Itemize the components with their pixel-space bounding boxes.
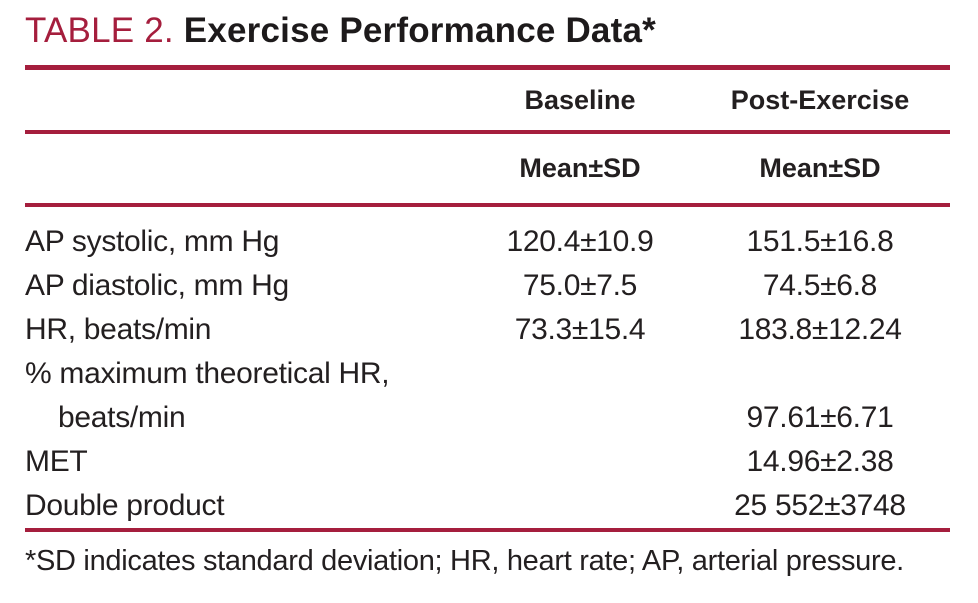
- baseline-value: 120.4±10.9: [506, 225, 654, 258]
- row-label: Double product: [25, 489, 225, 522]
- row-label: HR, beats/min: [25, 313, 212, 346]
- header-rule: [25, 130, 950, 134]
- post-exercise-value: 151.5±16.8: [746, 225, 894, 258]
- post-exercise-value: 25 552±3748: [734, 489, 906, 522]
- baseline-value: 73.3±15.4: [514, 313, 646, 346]
- post-exercise-value: 74.5±6.8: [762, 269, 878, 302]
- column-header-row: Baseline Post-Exercise: [25, 70, 950, 130]
- post-exercise-value: 183.8±12.24: [738, 313, 902, 346]
- subheader-baseline-mean-sd: Mean±SD: [519, 153, 641, 183]
- table-row: Double product 25 552±3748: [25, 484, 950, 528]
- subheader-rule: [25, 203, 950, 207]
- subheader-post-exercise-mean-sd: Mean±SD: [759, 153, 881, 183]
- row-label: AP diastolic, mm Hg: [25, 269, 289, 302]
- subheader-row: Mean±SD Mean±SD: [25, 134, 950, 203]
- row-label-line1: % maximum theoretical HR,: [25, 357, 390, 390]
- table-row: MET 14.96±2.38: [25, 440, 950, 484]
- table-number-label: TABLE 2.: [25, 11, 174, 50]
- table-row: % maximum theoretical HR, beats/min 97.6…: [25, 352, 950, 440]
- table-title: TABLE 2. Exercise Performance Data*: [25, 10, 950, 52]
- table-body: AP systolic, mm Hg 120.4±10.9 151.5±16.8…: [25, 207, 950, 528]
- row-label: % maximum theoretical HR, beats/min: [25, 352, 470, 440]
- top-rule: [25, 65, 950, 70]
- baseline-value: [470, 440, 690, 484]
- column-header-baseline: Baseline: [524, 84, 636, 115]
- row-label-line2: beats/min: [58, 401, 186, 434]
- table-row: AP systolic, mm Hg 120.4±10.9 151.5±16.8: [25, 220, 950, 264]
- post-exercise-value: 97.61±6.71: [746, 401, 894, 434]
- column-header-post-exercise: Post-Exercise: [730, 84, 910, 115]
- post-exercise-value: 14.96±2.38: [746, 445, 894, 478]
- baseline-value: [470, 484, 690, 528]
- row-label: MET: [25, 445, 88, 478]
- table-title-text: Exercise Performance Data*: [183, 11, 656, 50]
- row-label: AP systolic, mm Hg: [25, 225, 280, 258]
- table-row: HR, beats/min 73.3±15.4 183.8±12.24: [25, 308, 950, 352]
- baseline-value: 75.0±7.5: [522, 269, 638, 302]
- table-footnote: *SD indicates standard deviation; HR, he…: [25, 545, 904, 577]
- bottom-rule: [25, 528, 950, 532]
- table-row: AP diastolic, mm Hg 75.0±7.5 74.5±6.8: [25, 264, 950, 308]
